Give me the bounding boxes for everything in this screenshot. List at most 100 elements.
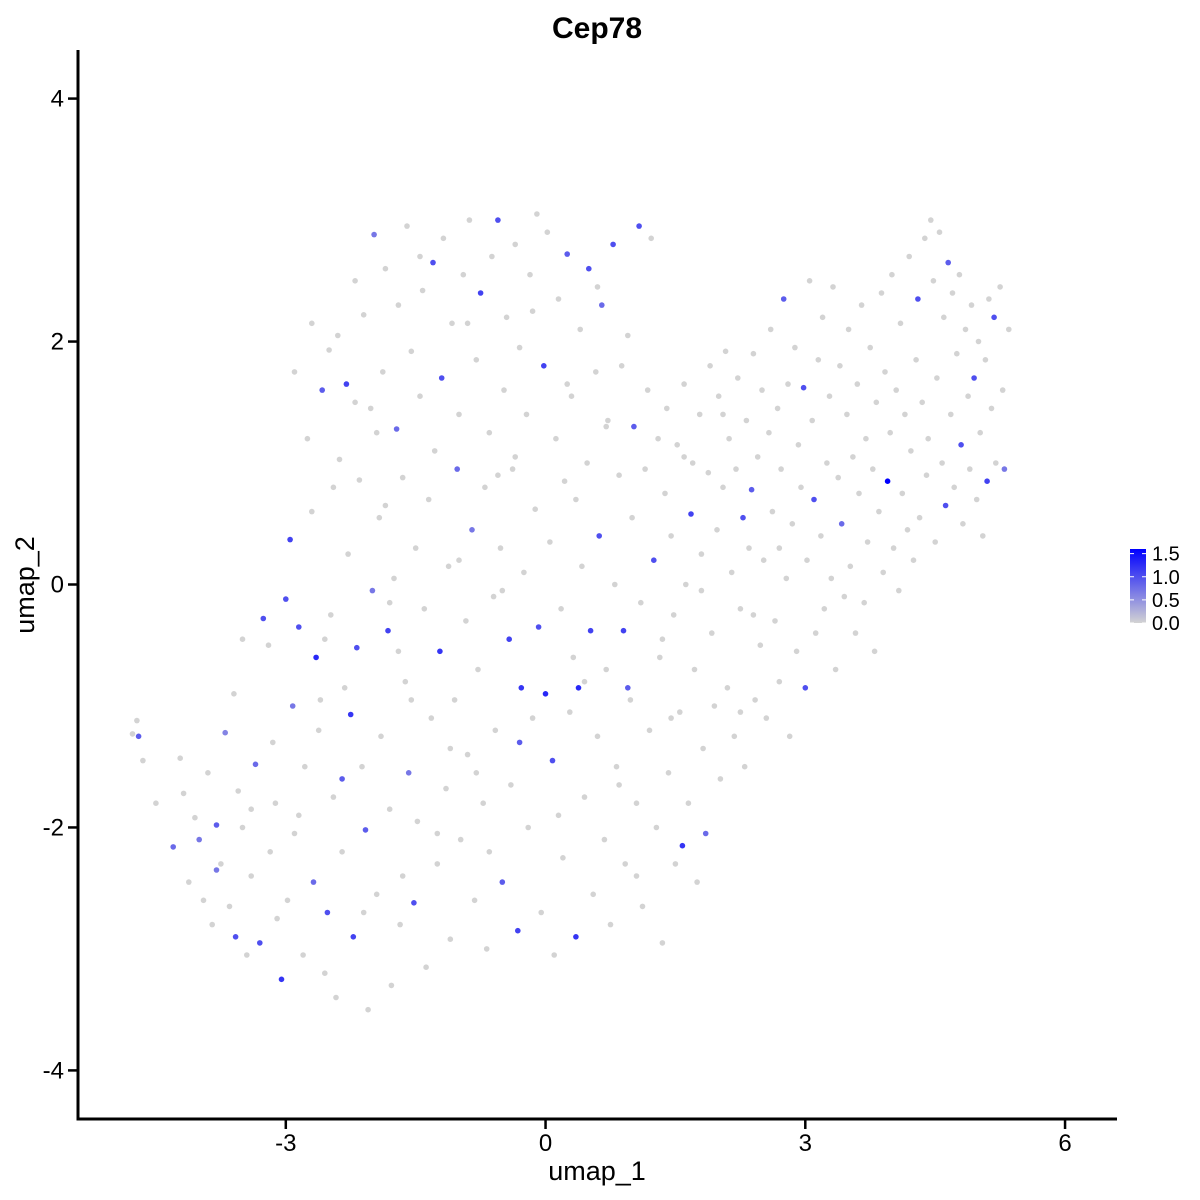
data-point: [324, 909, 331, 916]
data-point: [412, 545, 419, 551]
data-point: [973, 496, 980, 503]
data-point: [941, 314, 947, 321]
data-point: [776, 678, 783, 685]
data-point: [856, 490, 862, 497]
x-axis-title: umap_1: [548, 1156, 646, 1186]
data-point: [350, 934, 357, 940]
data-point: [733, 466, 739, 472]
data-point: [627, 697, 634, 703]
data-point: [405, 770, 412, 776]
data-point: [579, 563, 585, 570]
scatter-points: [129, 211, 1012, 1013]
x-tick-label: 6: [1058, 1130, 1071, 1157]
data-point: [923, 472, 930, 479]
data-point: [967, 466, 973, 472]
data-point: [382, 265, 389, 272]
data-point: [419, 287, 426, 294]
data-point: [309, 508, 315, 515]
data-point: [873, 399, 880, 406]
data-point: [434, 861, 441, 867]
data-point: [354, 644, 360, 651]
colorbar-ticks: 0.00.51.01.5: [1130, 544, 1180, 635]
data-point: [596, 533, 602, 539]
data-point: [724, 685, 731, 691]
data-point: [560, 855, 566, 861]
data-point: [343, 381, 350, 387]
data-point: [861, 599, 867, 606]
data-point: [977, 429, 983, 436]
data-point: [603, 666, 609, 673]
data-point: [766, 429, 772, 436]
x-tick-label: 3: [799, 1130, 812, 1157]
data-point: [516, 739, 523, 746]
data-point: [870, 466, 876, 472]
data-point: [806, 278, 813, 284]
data-point: [471, 897, 478, 904]
data-point: [300, 952, 306, 958]
data-point: [642, 466, 648, 472]
data-point: [523, 411, 530, 418]
data-point: [382, 502, 389, 509]
data-point: [999, 387, 1006, 393]
data-point: [278, 976, 285, 983]
data-point: [272, 800, 279, 806]
data-point: [919, 399, 925, 406]
data-point: [581, 678, 588, 685]
data-point: [573, 496, 579, 503]
data-point: [423, 964, 429, 970]
data-point: [685, 800, 692, 806]
data-point: [218, 861, 224, 867]
data-point: [798, 484, 804, 491]
data-point: [561, 478, 568, 485]
data-point: [722, 348, 729, 355]
data-point: [618, 363, 625, 369]
data-point: [296, 812, 302, 819]
data-point: [795, 442, 802, 448]
data-point: [612, 581, 618, 588]
data-point: [847, 563, 854, 570]
data-point: [913, 357, 919, 363]
data-point: [302, 763, 308, 770]
data-point: [949, 290, 956, 296]
data-point: [893, 387, 899, 393]
data-point: [310, 879, 317, 885]
data-point: [750, 612, 757, 618]
data-point: [863, 435, 869, 442]
data-point: [975, 338, 982, 345]
data-point: [945, 259, 951, 266]
data-point: [882, 369, 888, 375]
data-point: [613, 763, 620, 770]
data-point: [731, 733, 738, 740]
data-point: [373, 429, 380, 436]
data-point: [291, 369, 298, 375]
data-point: [551, 952, 557, 958]
data-point: [960, 521, 966, 527]
data-point: [527, 271, 533, 278]
data-point: [509, 466, 516, 472]
data-point: [714, 527, 720, 533]
data-point: [309, 320, 315, 327]
data-point: [330, 794, 337, 800]
data-point: [431, 448, 438, 454]
data-point: [395, 302, 402, 308]
data-point: [811, 496, 817, 503]
data-point: [257, 940, 263, 946]
data-point: [568, 393, 575, 400]
data-point: [815, 357, 822, 363]
data-point: [267, 849, 274, 855]
data-point: [876, 508, 882, 515]
x-axis-ticks: -3 0 3 6: [275, 1119, 1072, 1157]
data-point: [915, 296, 921, 302]
data-point: [737, 606, 744, 612]
data-point: [386, 599, 393, 606]
data-point: [910, 557, 917, 563]
data-point: [793, 648, 800, 655]
data-point: [928, 217, 934, 223]
data-point: [715, 393, 722, 400]
data-point: [313, 654, 319, 661]
data-point: [622, 861, 628, 867]
data-point: [525, 824, 531, 831]
data-point: [988, 405, 995, 412]
data-point: [333, 994, 339, 1001]
data-point: [776, 545, 783, 551]
